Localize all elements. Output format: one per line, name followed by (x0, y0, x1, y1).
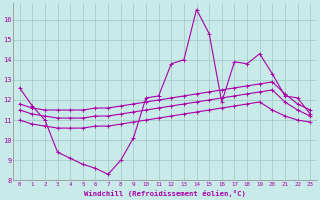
X-axis label: Windchill (Refroidissement éolien,°C): Windchill (Refroidissement éolien,°C) (84, 190, 246, 197)
